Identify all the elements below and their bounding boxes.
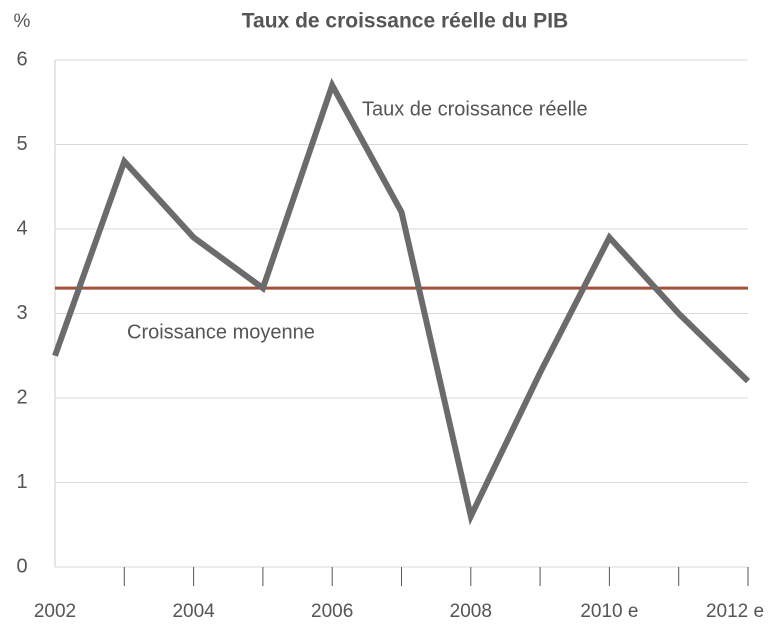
y-tick-label: 6 bbox=[16, 48, 27, 70]
x-tick-label: 2012 e bbox=[706, 601, 764, 622]
chart-title: Taux de croissance réelle du PIB bbox=[242, 10, 568, 33]
x-tick-label: 2010 e bbox=[580, 601, 638, 622]
y-unit: % bbox=[14, 11, 31, 32]
series-label: Taux de croissance réelle bbox=[362, 98, 588, 120]
data-line bbox=[52, 77, 751, 526]
y-tick-label: 4 bbox=[16, 217, 27, 239]
reference-label: Croissance moyenne bbox=[127, 321, 315, 343]
y-tick-label: 3 bbox=[16, 302, 27, 324]
y-tick-label: 1 bbox=[16, 471, 27, 493]
y-tick-label: 0 bbox=[16, 555, 27, 577]
y-tick-label: 5 bbox=[16, 133, 27, 155]
y-tick-label: 2 bbox=[16, 386, 27, 408]
x-tick-label: 2008 bbox=[450, 601, 492, 622]
x-tick-label: 2006 bbox=[311, 601, 353, 622]
x-tick-label: 2004 bbox=[172, 601, 215, 622]
x-tick-label: 2002 bbox=[34, 601, 76, 622]
